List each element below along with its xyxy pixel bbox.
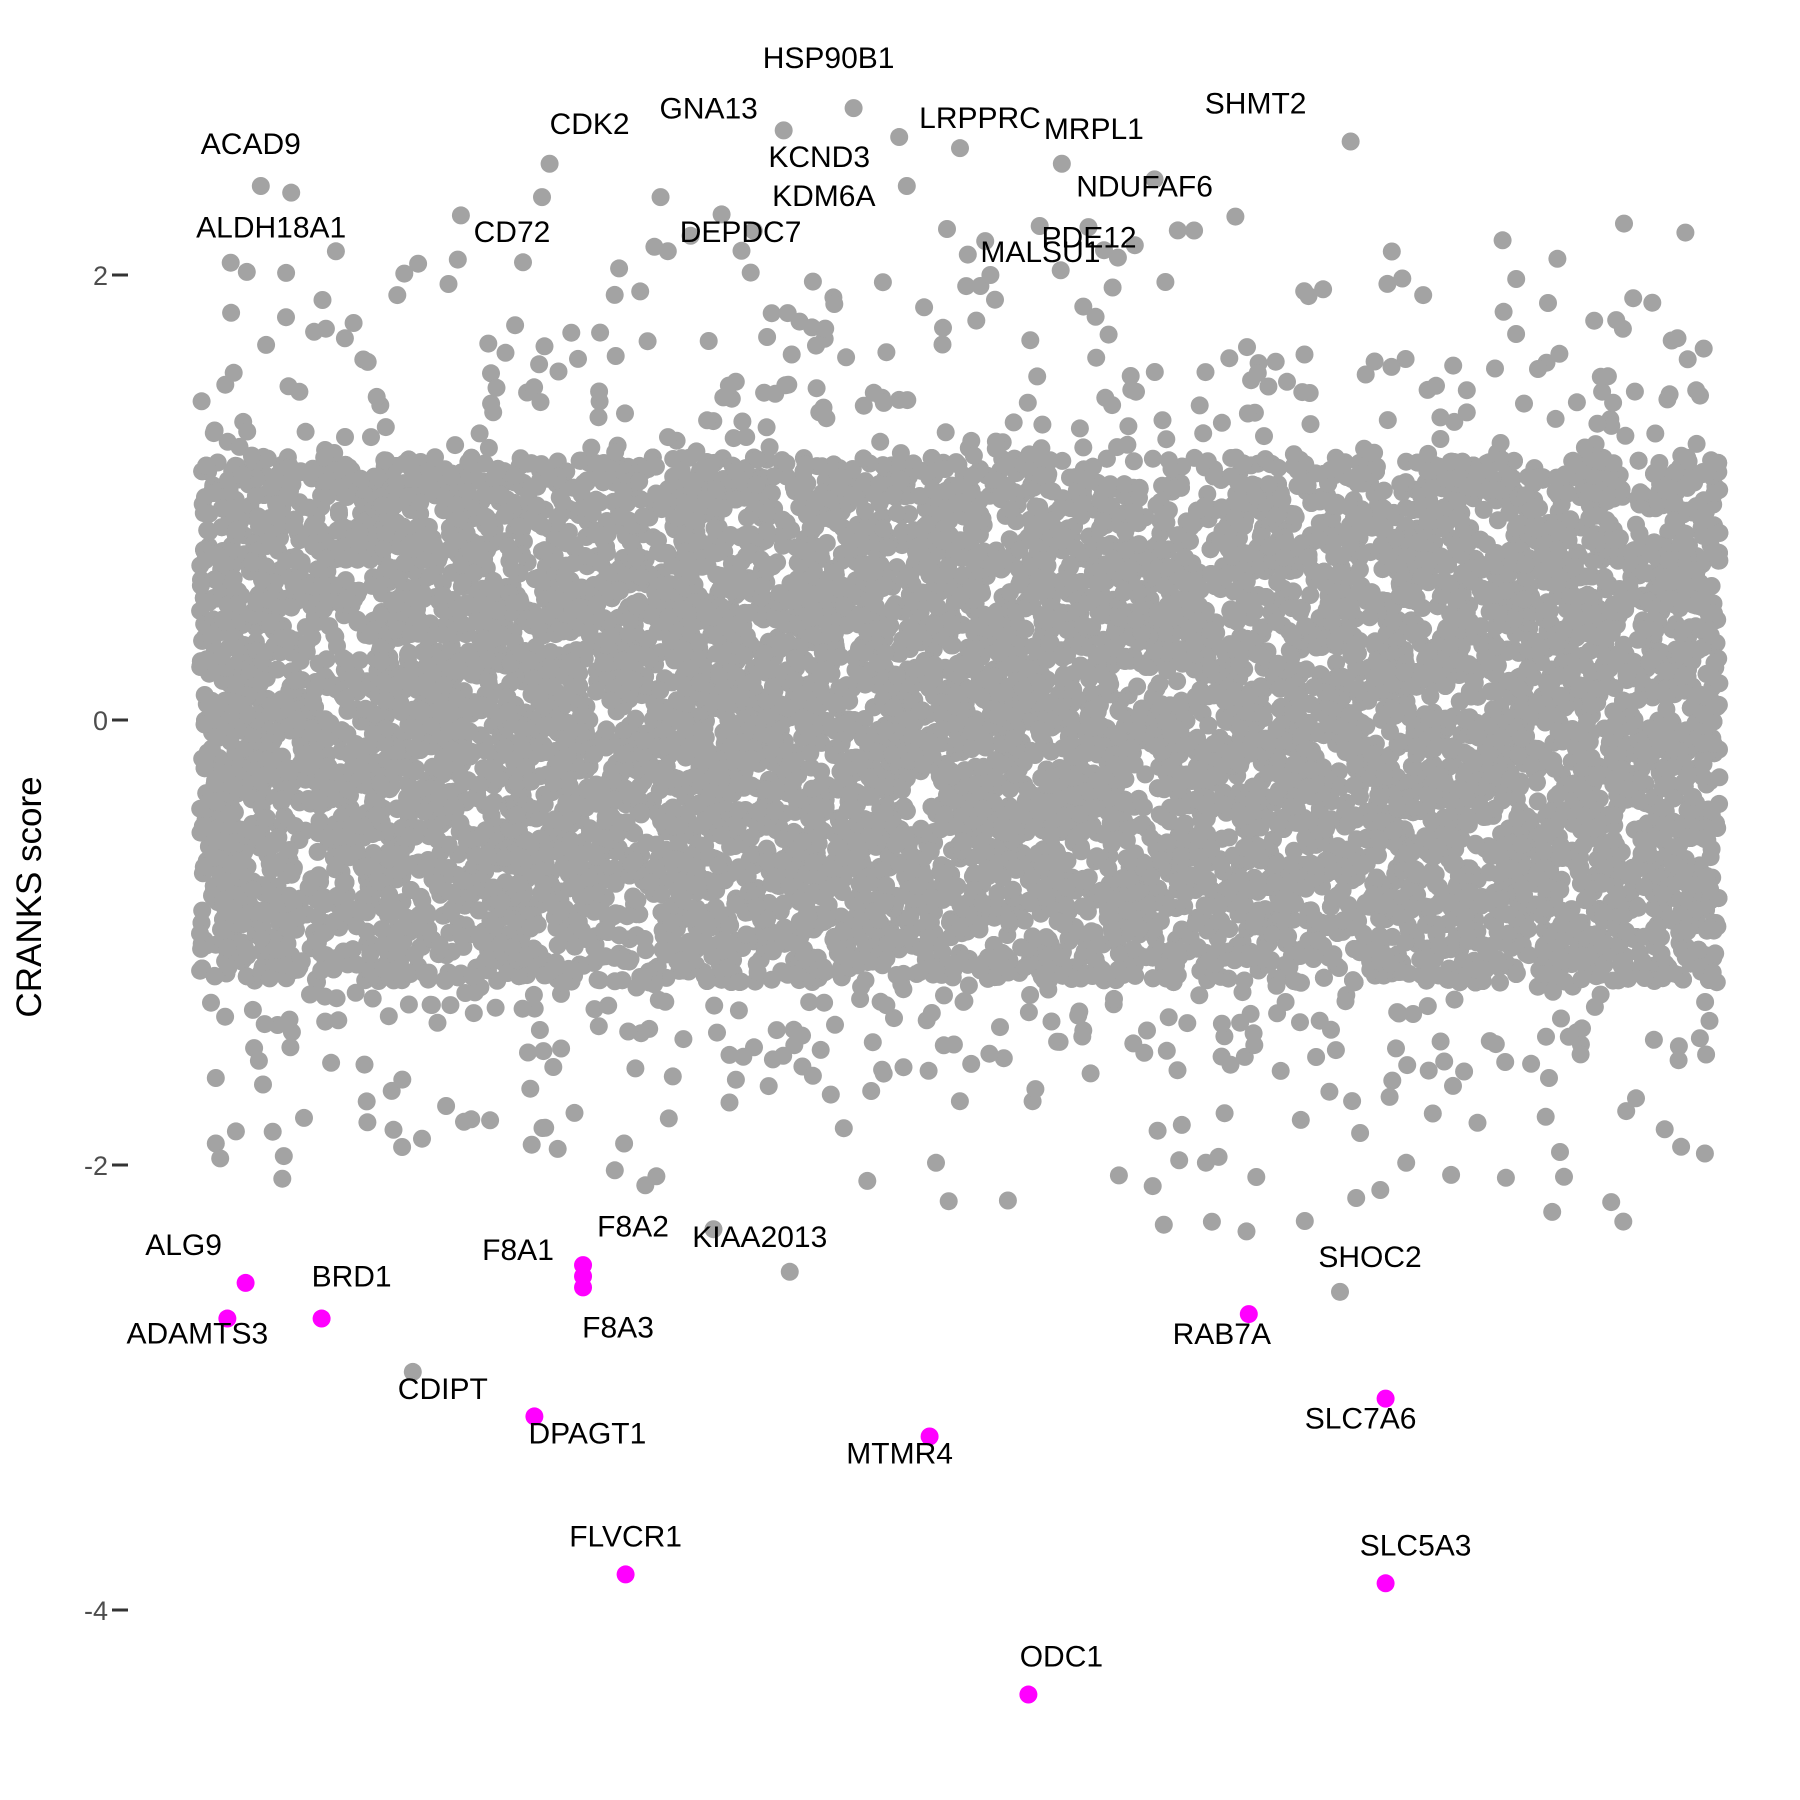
background-point [1327,653,1346,672]
background-points-layer [191,205,1729,1241]
background-point [588,970,607,989]
background-point [1706,944,1725,963]
background-point [1124,452,1143,471]
